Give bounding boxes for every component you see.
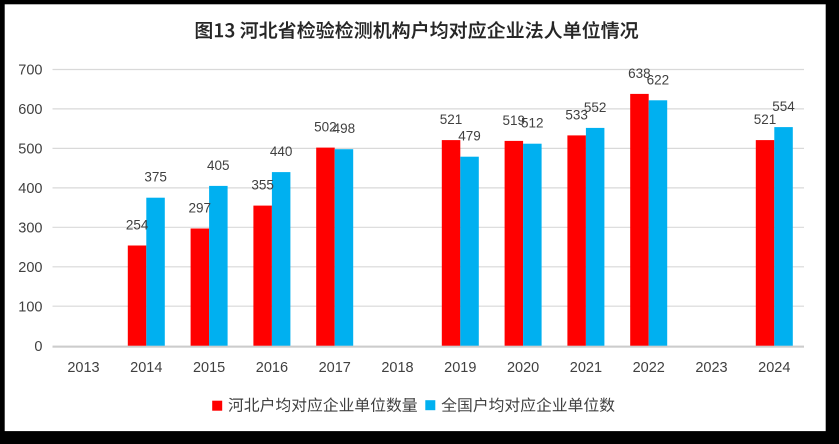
svg-text:502: 502 [314, 120, 337, 135]
svg-text:500: 500 [18, 142, 42, 158]
svg-text:2022: 2022 [633, 360, 665, 376]
svg-text:2024: 2024 [758, 360, 790, 376]
svg-text:552: 552 [584, 100, 607, 115]
svg-text:638: 638 [628, 66, 651, 81]
svg-text:521: 521 [440, 112, 463, 127]
svg-text:512: 512 [521, 116, 544, 131]
svg-text:2014: 2014 [130, 360, 162, 376]
svg-text:521: 521 [754, 112, 777, 127]
svg-text:0: 0 [34, 339, 42, 355]
svg-text:2016: 2016 [256, 360, 288, 376]
svg-text:254: 254 [126, 218, 149, 233]
svg-text:200: 200 [18, 260, 42, 276]
svg-text:2018: 2018 [381, 360, 413, 376]
svg-text:533: 533 [565, 107, 588, 122]
svg-text:375: 375 [144, 170, 167, 185]
svg-text:479: 479 [458, 129, 481, 144]
svg-text:2013: 2013 [67, 360, 99, 376]
svg-text:100: 100 [18, 299, 42, 315]
svg-text:355: 355 [251, 178, 274, 193]
svg-text:622: 622 [647, 72, 670, 87]
svg-text:405: 405 [207, 158, 230, 173]
svg-text:400: 400 [18, 181, 42, 197]
svg-text:2019: 2019 [444, 360, 476, 376]
svg-text:2017: 2017 [319, 360, 351, 376]
svg-text:2020: 2020 [507, 360, 539, 376]
svg-text:2015: 2015 [193, 360, 225, 376]
svg-text:700: 700 [18, 63, 42, 79]
svg-text:554: 554 [772, 99, 795, 114]
svg-text:498: 498 [333, 121, 356, 136]
svg-text:440: 440 [270, 144, 293, 159]
svg-text:300: 300 [18, 221, 42, 237]
svg-text:2021: 2021 [570, 360, 602, 376]
svg-text:519: 519 [503, 113, 526, 128]
svg-text:600: 600 [18, 102, 42, 118]
svg-text:297: 297 [189, 201, 212, 216]
svg-text:2023: 2023 [695, 360, 727, 376]
